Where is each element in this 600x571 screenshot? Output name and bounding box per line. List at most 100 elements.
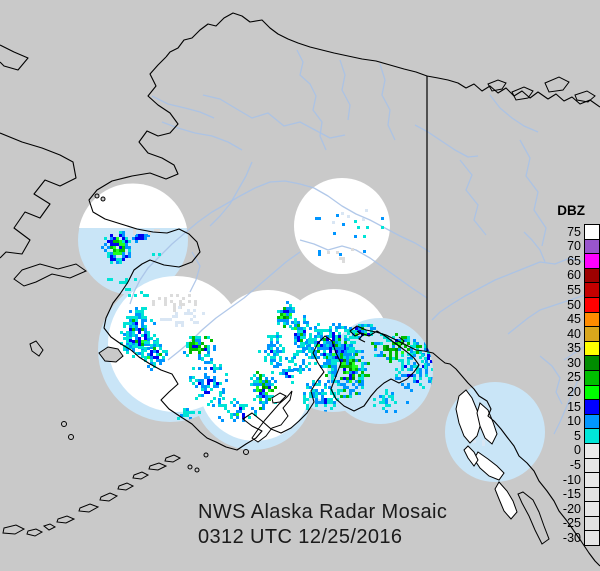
coastline-layer (0, 12, 600, 567)
dbz-legend-title: DBZ (557, 203, 585, 218)
legend-row: 0 (540, 442, 600, 459)
legend-label: 15 (567, 399, 581, 414)
mosaic-title: NWS Alaska Radar Mosaic (198, 501, 448, 523)
legend-label: 50 (567, 297, 581, 312)
legend-row: 55 (540, 282, 600, 298)
islet-dot (100, 196, 106, 202)
island-outline (26, 528, 44, 537)
island-outline (42, 523, 57, 531)
island-outline (98, 346, 124, 363)
coastline-path (0, 44, 29, 71)
legend-row: -20 (540, 501, 600, 517)
legend-row: 20 (540, 384, 600, 401)
legend-row: -25 (540, 515, 600, 532)
islet-dot (203, 452, 209, 458)
legend-swatch (584, 355, 600, 371)
coastline-path (356, 330, 366, 343)
islet-dot (187, 464, 193, 470)
legend-swatch (584, 442, 600, 459)
island-outline (517, 491, 550, 545)
legend-swatch (584, 530, 600, 547)
coastline-path (398, 336, 405, 346)
mosaic-timestamp: 0312 UTC 12/25/2016 (198, 526, 403, 548)
legend-swatch (584, 384, 600, 401)
legend-label: 55 (567, 282, 581, 297)
island-outline (455, 389, 482, 444)
legend-label: 70 (567, 239, 581, 254)
legend-swatch (584, 267, 600, 284)
legend-row: 50 (540, 296, 600, 313)
snow-cover-patch (79, 183, 187, 228)
legend-label: 20 (567, 385, 581, 400)
legend-label: -5 (569, 458, 581, 473)
islet-dot (94, 193, 100, 199)
legend-row: 70 (540, 238, 600, 255)
legend-swatch (584, 515, 600, 532)
legend-swatch (584, 282, 600, 298)
legend-swatch (584, 224, 600, 240)
legend-swatch (584, 486, 600, 503)
legend-label: 10 (567, 414, 581, 429)
legend-row: 35 (540, 340, 600, 357)
island-outline (544, 76, 570, 93)
legend-row: 60 (540, 267, 600, 284)
legend-label: -10 (562, 472, 581, 487)
island-outline (78, 503, 100, 513)
island-outline (251, 390, 293, 443)
island-outline (13, 263, 88, 287)
coastline-path (165, 12, 600, 108)
legend-row: 40 (540, 326, 600, 342)
legend-label: 45 (567, 312, 581, 327)
legend-label: 75 (567, 224, 581, 239)
legend-swatch (584, 472, 600, 488)
legend-label: 60 (567, 268, 581, 283)
legend-row: 65 (540, 253, 600, 269)
island-outline (117, 482, 135, 491)
island-outline (574, 90, 596, 103)
legend-swatch (584, 253, 600, 269)
islet-dot (68, 434, 74, 440)
legend-label: 35 (567, 341, 581, 356)
legend-label: -30 (562, 531, 581, 546)
island-outline (99, 492, 119, 502)
legend-label: -15 (562, 487, 581, 502)
legend-row: 45 (540, 311, 600, 328)
legend-label: 5 (574, 428, 581, 443)
island-outline (29, 340, 44, 357)
islet-dot (243, 449, 249, 455)
legend-row: 15 (540, 399, 600, 415)
legend-swatch (584, 501, 600, 517)
legend-swatch (584, 457, 600, 474)
legend-row: 30 (540, 355, 600, 371)
legend-label: 0 (574, 443, 581, 458)
legend-swatch (584, 326, 600, 342)
legend-row: 75 (540, 224, 600, 240)
island-outline (148, 462, 168, 471)
rivers-layer (129, 49, 600, 435)
island-outline (56, 515, 76, 524)
island-outline (271, 392, 287, 404)
dbz-legend-rows: 75 70 65 60 55 50 45 40 35 30 25 20 15 10 5 0 -5 -10 -15 -2… (540, 224, 600, 547)
island-outline (132, 471, 150, 480)
legend-label: -20 (562, 501, 581, 516)
coastline-path (88, 56, 600, 567)
legend-swatch (584, 399, 600, 415)
island-outline (494, 481, 518, 520)
legend-swatch (584, 428, 600, 444)
island-outline (463, 445, 479, 467)
legend-label: 40 (567, 326, 581, 341)
legend-row: 25 (540, 369, 600, 386)
legend-swatch (584, 413, 600, 430)
island-outline (2, 524, 26, 535)
legend-row: -10 (540, 472, 600, 488)
legend-swatch (584, 238, 600, 255)
legend-row: -30 (540, 530, 600, 547)
legend-label: 65 (567, 253, 581, 268)
legend-label: -25 (562, 516, 581, 531)
legend-row: -5 (540, 457, 600, 474)
legend-row: 10 (540, 413, 600, 430)
islet-dot (61, 421, 67, 427)
